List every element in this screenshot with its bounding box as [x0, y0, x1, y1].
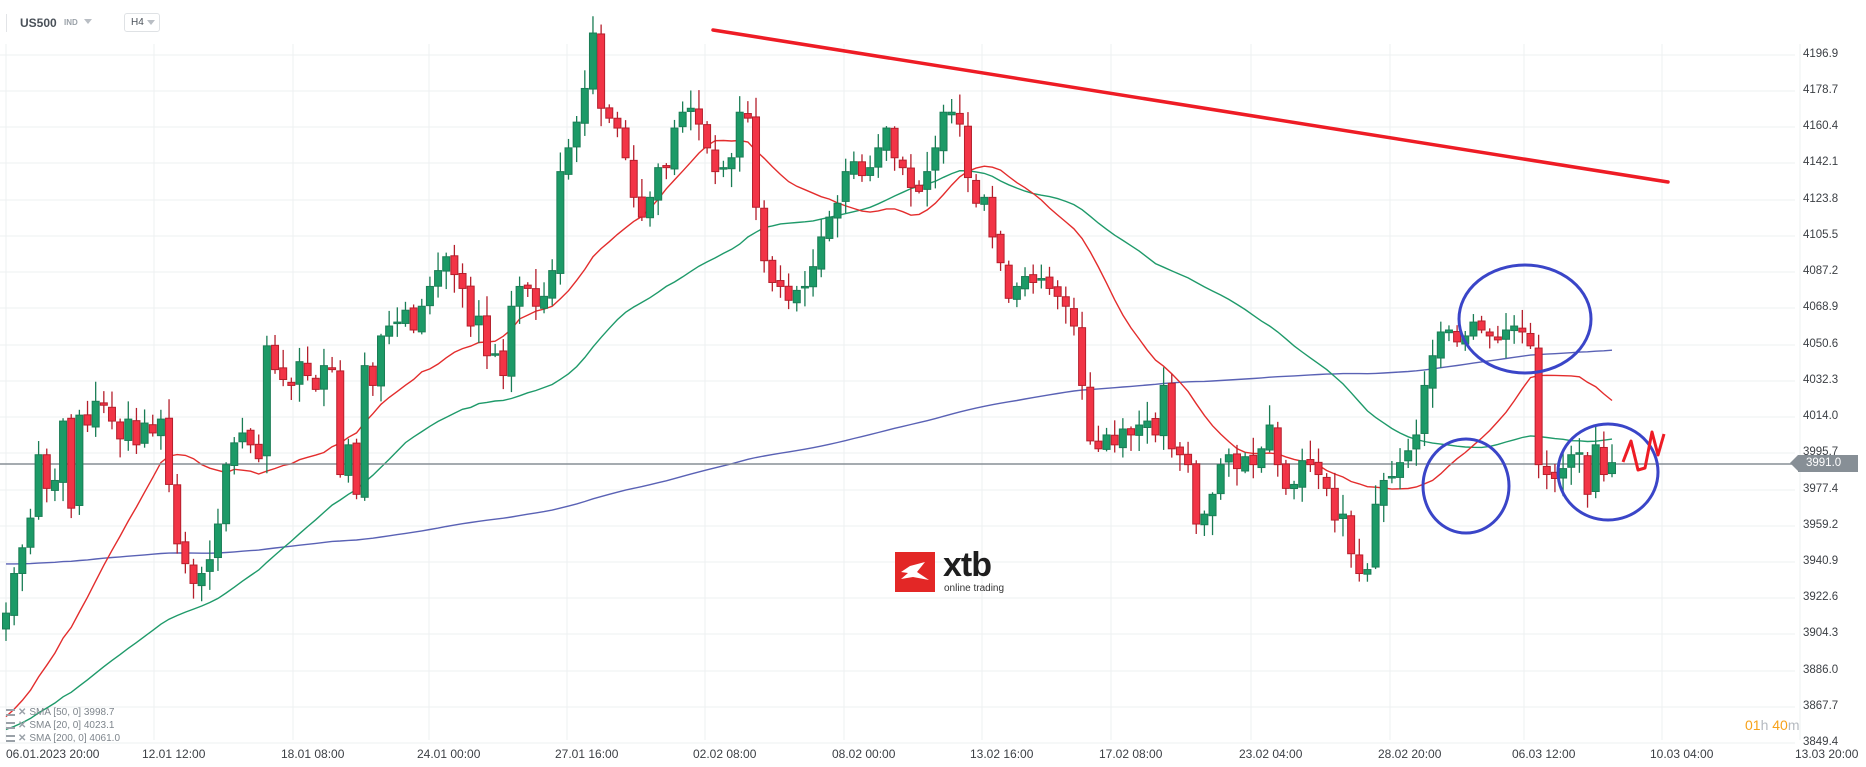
time-tick-label: 08.02 00:00: [832, 747, 896, 761]
remove-indicator-icon[interactable]: ✕: [18, 720, 27, 731]
price-tick-label: 3977.4: [1803, 483, 1839, 495]
indicator-legend-row: ✕ SMA [20, 0] 4023.1: [6, 720, 114, 731]
time-tick-label: 06.01.2023 20:00: [6, 747, 100, 761]
time-tick-label: 06.03 12:00: [1512, 747, 1576, 761]
xtb-logo-mark-icon: [895, 552, 935, 592]
price-tick-label: 4032.3: [1803, 374, 1839, 386]
sma50-line: [5, 169, 1613, 731]
time-tick-label: 10.03 04:00: [1650, 747, 1714, 761]
current-price-tag: 3991.0: [1790, 455, 1858, 472]
drawing-annotations: [711, 28, 1670, 535]
symbol-type: IND: [64, 18, 78, 27]
toolbar-divider: [6, 14, 7, 32]
time-tick-label: 12.01 12:00: [142, 747, 206, 761]
time-tick-label: 18.01 08:00: [281, 747, 345, 761]
chart-toolbar: US500 IND H4: [0, 0, 1790, 44]
symbol-name[interactable]: US500: [20, 16, 57, 30]
remove-indicator-icon[interactable]: ✕: [18, 733, 27, 744]
symbol-dropdown-chevron-icon[interactable]: [84, 19, 92, 24]
price-tick-label: 3940.9: [1803, 555, 1839, 567]
timeframe-chevron-icon: [147, 20, 155, 25]
indicator-settings-icon[interactable]: [6, 722, 15, 729]
annotation-circle-breakout: [1421, 437, 1511, 535]
indicator-label: SMA [50, 0] 3998.7: [29, 707, 115, 718]
sma20-line: [5, 139, 1613, 718]
remove-indicator-icon[interactable]: ✕: [18, 707, 27, 718]
time-tick-label: 13.03 20:00: [1795, 747, 1859, 761]
price-tick-label: 3922.6: [1803, 591, 1839, 603]
indicator-legend-row: ✕ SMA [200, 0] 4061.0: [6, 733, 120, 744]
price-tick-label: 3849.4: [1803, 736, 1839, 748]
price-tick-label: 4105.5: [1803, 229, 1839, 241]
time-tick-label: 17.02 08:00: [1099, 747, 1163, 761]
price-tick-label: 4196.9: [1803, 48, 1839, 60]
timer-hours: 01: [1745, 717, 1761, 733]
price-tick-label: 4068.9: [1803, 301, 1839, 313]
price-tick-label: 4178.7: [1803, 84, 1839, 96]
indicator-settings-icon[interactable]: [6, 709, 15, 716]
logo-tagline: online trading: [944, 583, 1005, 594]
indicator-settings-icon[interactable]: [6, 735, 15, 742]
time-tick-label: 13.02 16:00: [970, 747, 1034, 761]
time-tick-label: 23.02 04:00: [1239, 747, 1303, 761]
time-tick-label: 27.01 16:00: [555, 747, 619, 761]
timeframe-select[interactable]: H4: [124, 13, 160, 32]
timer-minutes: 40: [1772, 717, 1788, 733]
price-tick-label: 3904.3: [1803, 627, 1839, 639]
annotation-circle-current: [1556, 422, 1660, 522]
candlesticks: [2, 16, 1616, 641]
logo-brand: xtb: [943, 546, 992, 584]
price-tick-label: 3867.7: [1803, 700, 1839, 712]
projection-scribble: [1621, 430, 1666, 472]
timer-hours-unit: h: [1760, 717, 1769, 733]
price-tick-label: 3959.2: [1803, 519, 1839, 531]
timer-minutes-unit: m: [1787, 717, 1800, 733]
price-tick-label: 4123.8: [1803, 193, 1839, 205]
price-tick-label: 4160.4: [1803, 120, 1839, 132]
price-tick-label: 4014.0: [1803, 410, 1839, 422]
candle-countdown-timer: 01h 40m: [1745, 717, 1800, 733]
indicator-legend-row: ✕ SMA [50, 0] 3998.7: [6, 707, 114, 718]
time-tick-label: 24.01 00:00: [417, 747, 481, 761]
chart-grid: [0, 44, 1801, 744]
timeframe-value: H4: [131, 17, 144, 28]
resistance-trendline: [711, 28, 1670, 184]
indicator-label: SMA [20, 0] 4023.1: [29, 720, 115, 731]
indicator-label: SMA [200, 0] 4061.0: [29, 733, 121, 744]
time-tick-label: 28.02 20:00: [1378, 747, 1442, 761]
price-tick-label: 3886.0: [1803, 664, 1839, 676]
price-tick-label: 4142.1: [1803, 156, 1839, 168]
annotation-circle-top: [1457, 263, 1593, 375]
sma200-line: [6, 349, 1613, 565]
price-tick-label: 4050.6: [1803, 338, 1839, 350]
time-tick-label: 02.02 08:00: [693, 747, 757, 761]
price-tick-label: 4087.2: [1803, 265, 1839, 277]
